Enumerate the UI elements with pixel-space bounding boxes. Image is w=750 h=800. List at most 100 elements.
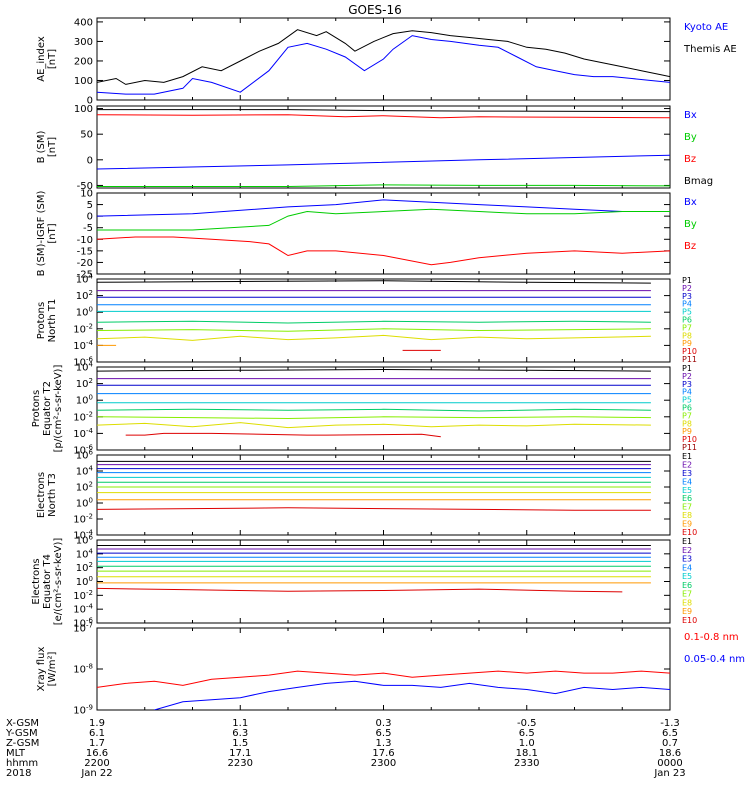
x-axis-value: 1.3 <box>376 738 392 749</box>
y-axis-label: B (SM) <box>36 130 47 163</box>
legend-entry: P11 <box>682 355 697 364</box>
legend-entry: P3 <box>682 380 692 389</box>
x-axis-value: 2330 <box>514 758 539 769</box>
series-line-bz <box>97 114 670 119</box>
legend-entry: E3 <box>682 469 692 478</box>
y-tick-label: 10 <box>80 189 93 200</box>
legend-entry: P3 <box>682 292 692 301</box>
panel-b: -50 0 50 100 B (SM) [nT] Bx By Bz Bmag <box>36 104 713 192</box>
series-line-e10 <box>97 587 623 593</box>
series-line-0-1-0-8-nm <box>97 670 670 688</box>
series-line-p1 <box>97 280 651 284</box>
legend-entry: E4 <box>682 477 692 486</box>
series-line-p1 <box>97 368 651 372</box>
y-axis-label: [nT] <box>47 223 58 243</box>
y-tick-label: 200 <box>74 56 93 67</box>
series-line-bx <box>97 154 670 170</box>
y-tick-label: -25 <box>77 270 93 281</box>
legend-entry: E9 <box>682 607 692 616</box>
series-line-bz <box>97 236 670 266</box>
series-line-p8 <box>97 422 651 429</box>
y-axis-label: [W/m²] <box>47 651 58 686</box>
legend-entry: Bz <box>684 154 696 165</box>
x-axis-value: 2300 <box>371 758 396 769</box>
series-line-p10 <box>125 432 441 438</box>
y-tick-label: 5 <box>87 200 93 211</box>
legend-entry: Themis AE <box>683 44 737 55</box>
y-axis-label: [p/(cm²-s-sr-keV)] <box>53 365 64 453</box>
legend-entry: Bmag <box>684 176 713 187</box>
legend-entry: E2 <box>682 546 692 555</box>
y-axis-label: [e/(cm²-s-sr-keV)] <box>53 538 64 626</box>
y-tick-label: 300 <box>74 37 93 48</box>
legend-entry: P2 <box>682 284 692 293</box>
legend-entry: E1 <box>682 452 692 461</box>
series-line-kyoto-ae <box>97 35 670 95</box>
legend-entry: 0.1-0.8 nm <box>684 632 739 643</box>
series-line-p6 <box>97 320 651 324</box>
x-axis-value: 6.5 <box>662 728 678 739</box>
x-axis-value: 2200 <box>84 758 109 769</box>
x-axis-value: 16.6 <box>86 748 108 759</box>
y-axis-label: Protons <box>31 390 42 427</box>
x-axis-value: 1.1 <box>232 718 248 729</box>
y-axis-label: [nT] <box>47 137 58 157</box>
y-tick-label: -10 <box>77 235 93 246</box>
x-axis-value: Jan 22 <box>80 768 112 779</box>
x-axis-value: 2230 <box>228 758 253 769</box>
x-axis-value: -0.5 <box>517 718 537 729</box>
y-tick-label: 100 <box>74 76 93 87</box>
legend-entry: Bx <box>684 110 697 121</box>
legend-entry: P5 <box>682 308 692 317</box>
y-axis-label: [nT] <box>47 49 58 69</box>
x-axis-row-label: hhmm <box>6 758 38 769</box>
series-line-p7 <box>97 328 651 332</box>
legend-entry: E4 <box>682 563 692 572</box>
legend-entry: P10 <box>682 347 697 356</box>
series-line-p7 <box>97 416 651 420</box>
legend-entry: E9 <box>682 520 692 529</box>
x-axis-value: -1.3 <box>660 718 680 729</box>
x-axis-value: 1.7 <box>89 738 105 749</box>
x-axis-value: 6.1 <box>89 728 105 739</box>
y-axis-label: AE_index <box>36 36 47 82</box>
legend-entry: P5 <box>682 396 692 405</box>
legend-entry: P2 <box>682 372 692 381</box>
series-line-p6 <box>97 408 651 412</box>
panel-ae: 0 100 200 300 400 AE_index [nT] Kyoto AE Themis … <box>36 17 737 106</box>
x-axis-value: 6.5 <box>376 728 392 739</box>
x-axis-value: 6.5 <box>519 728 535 739</box>
y-axis-label: Equator T4 <box>42 554 53 609</box>
series-line-themis-ae <box>97 29 670 85</box>
x-axis-row-label: MLT <box>6 748 26 759</box>
legend-entry: 0.05-0.4 nm <box>684 654 745 665</box>
y-axis-label: Electrons <box>31 558 42 604</box>
series-line-by <box>97 184 670 187</box>
x-axis-value: 18.6 <box>659 748 681 759</box>
legend-entry: E10 <box>682 528 697 537</box>
legend-entry: P9 <box>682 339 692 348</box>
legend-entry: E7 <box>682 590 692 599</box>
series-line-e10 <box>97 507 651 511</box>
legend-entry: Kyoto AE <box>684 22 728 33</box>
x-axis-value: 17.6 <box>372 748 394 759</box>
y-tick-label: -50 <box>77 181 93 192</box>
legend-entry: E1 <box>682 537 692 546</box>
legend-entry: P8 <box>682 331 692 340</box>
x-axis-value: 0.7 <box>662 738 678 749</box>
legend-entry: P10 <box>682 435 697 444</box>
legend-entry: E10 <box>682 616 697 625</box>
legend-entry: E7 <box>682 503 692 512</box>
y-axis-label: B (SM)-IGRF (SM) <box>36 191 47 277</box>
legend-entry: E3 <box>682 555 692 564</box>
x-axis-value: 18.1 <box>516 748 538 759</box>
series-line-p8 <box>97 334 651 341</box>
y-tick-label: -20 <box>77 258 93 269</box>
legend-entry: P4 <box>682 300 692 309</box>
legend-entry: By <box>684 132 697 143</box>
legend-entry: P8 <box>682 419 692 428</box>
